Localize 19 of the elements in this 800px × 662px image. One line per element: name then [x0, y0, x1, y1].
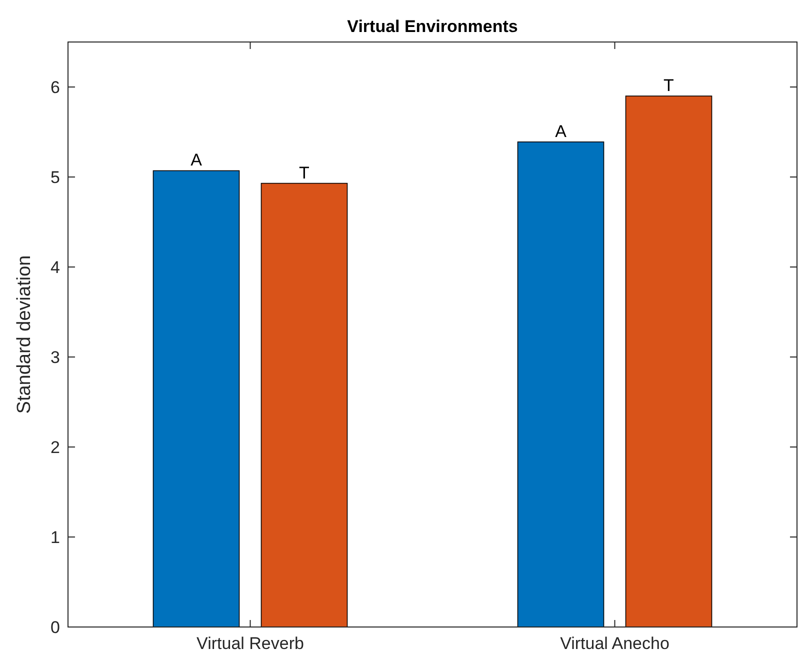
y-tick-label: 0: [50, 618, 60, 637]
y-tick-label: 5: [50, 168, 60, 187]
x-tick-label: Virtual Anecho: [560, 634, 670, 653]
chart-title: Virtual Environments: [347, 17, 518, 36]
y-tick-label: 4: [50, 258, 60, 277]
y-tick-label: 6: [50, 78, 60, 97]
series-label: A: [190, 150, 203, 170]
bar: [517, 142, 604, 628]
bar: [625, 96, 712, 628]
bar: [260, 182, 348, 628]
series-label: T: [299, 163, 310, 182]
y-tick-label: 3: [50, 348, 60, 367]
y-tick-label: 1: [50, 528, 60, 547]
text: T: [664, 76, 674, 95]
text: A: [555, 122, 566, 141]
y-tick-label: 2: [50, 438, 60, 457]
x-tick-label: Virtual Reverb: [196, 634, 304, 653]
bar: [152, 170, 240, 628]
y-axis-title: Standard deviation: [14, 255, 35, 414]
